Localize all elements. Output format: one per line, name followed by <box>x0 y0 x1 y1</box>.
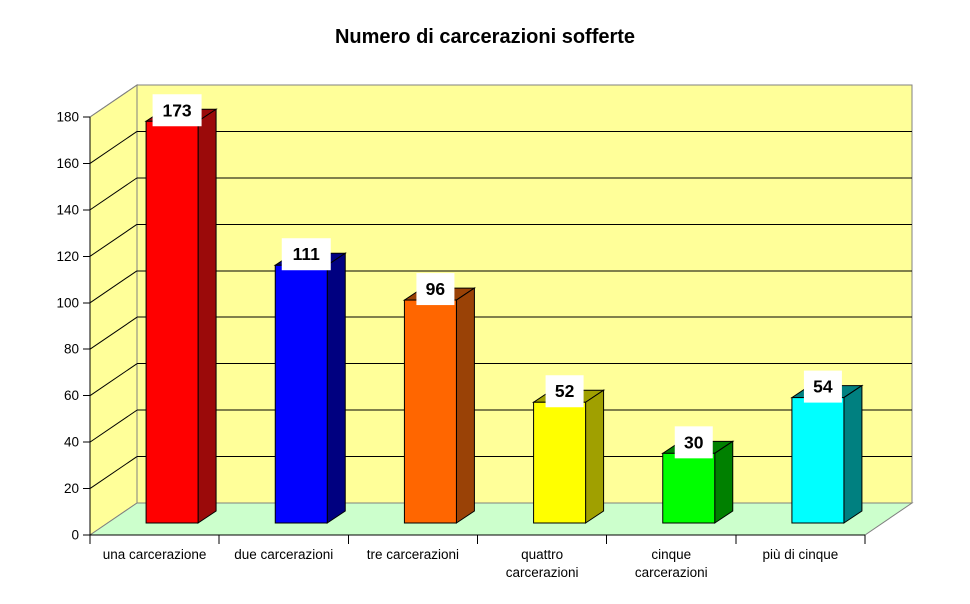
data-label-quattro-carcerazioni: 52 <box>545 375 584 408</box>
side-wall-diagonal <box>89 177 138 211</box>
data-label-text: 173 <box>162 100 191 120</box>
y-tick-label: 20 <box>64 481 79 496</box>
gridlines <box>89 84 912 489</box>
data-label-una-carcerazione: 173 <box>152 94 202 127</box>
x-category-label-line: due carcerazioni <box>234 547 333 562</box>
x-category-label-line: carcerazioni <box>635 565 708 580</box>
x-category-label-line: tre carcerazioni <box>367 547 459 562</box>
bar-una-carcerazione <box>144 108 218 524</box>
x-category-label-una-carcerazione: una carcerazione <box>103 547 207 562</box>
y-tick-label: 40 <box>64 435 79 450</box>
x-category-label-cinque-carcerazioni: cinque carcerazioni <box>635 547 708 580</box>
bar-front-face <box>662 452 716 524</box>
x-category-label-line: quattro <box>521 547 563 562</box>
side-wall-diagonal <box>89 363 138 397</box>
data-label-text: 96 <box>426 279 446 299</box>
side-wall-diagonal <box>89 131 138 164</box>
bar-front-face <box>145 120 199 524</box>
y-tick-label: 180 <box>56 110 79 125</box>
side-wall-diagonal <box>89 456 138 489</box>
bar-side-face <box>455 287 475 524</box>
bar-due-carcerazioni <box>273 252 347 524</box>
data-label-tre-carcerazioni: 96 <box>416 273 455 306</box>
y-axis: 0 20 40 60 80 100 120 140 160 180 <box>56 110 91 543</box>
data-label-due-carcerazioni: 111 <box>281 238 331 271</box>
bar-side-face <box>714 440 734 524</box>
bar-quattro-carcerazioni <box>531 389 606 524</box>
data-label-box <box>416 273 455 306</box>
y-tick-label: 0 <box>71 528 79 543</box>
x-category-label-pi-di-cinque: più di cinque <box>763 547 839 562</box>
bar-front-face <box>791 397 845 524</box>
y-tick-label: 100 <box>56 295 79 310</box>
data-label-box <box>674 426 713 459</box>
data-label-pi-di-cinque: 54 <box>803 370 842 403</box>
x-category-label-due-carcerazioni: due carcerazioni <box>234 547 333 562</box>
y-tick-label: 140 <box>56 202 79 217</box>
data-label-text: 111 <box>293 244 321 264</box>
data-label-cinque-carcerazioni: 30 <box>674 426 713 459</box>
back-wall <box>136 84 913 504</box>
y-tick-label: 60 <box>64 388 79 403</box>
bar-pi-di-cinque <box>790 384 864 524</box>
bar-cinque-carcerazioni <box>661 440 735 524</box>
y-tick-label: 120 <box>56 249 79 264</box>
side-wall-diagonal <box>89 270 138 304</box>
data-label-text: 52 <box>555 381 575 401</box>
x-category-label-line: cinque <box>651 547 691 562</box>
bar-side-face <box>326 252 346 524</box>
bar-side-face <box>843 384 863 524</box>
y-tick-label: 80 <box>64 342 79 357</box>
side-wall-diagonal <box>89 84 138 118</box>
data-label-box <box>281 238 331 271</box>
y-tick-label: 160 <box>56 156 79 171</box>
data-label-text: 30 <box>684 432 704 452</box>
bar-side-face <box>197 108 217 524</box>
x-category-label-line: una carcerazione <box>103 547 207 562</box>
bar-side-face <box>585 389 605 524</box>
x-category-label-tre-carcerazioni: tre carcerazioni <box>367 547 459 562</box>
data-label-box <box>152 94 202 127</box>
chart-title: Numero di carcerazioni sofferte <box>334 26 636 48</box>
x-axis <box>89 534 866 544</box>
bar-front-face <box>403 299 457 524</box>
x-category-label-line: più di cinque <box>763 547 839 562</box>
data-label-box <box>545 375 584 408</box>
x-category-label-quattro-carcerazioni: quattro carcerazioni <box>506 547 579 580</box>
bar-tre-carcerazioni <box>402 287 477 524</box>
data-label-box <box>803 370 842 403</box>
data-label-text: 54 <box>813 377 833 397</box>
side-wall <box>89 84 138 536</box>
bar-front-face <box>533 401 587 524</box>
side-wall-diagonal <box>89 223 138 257</box>
bar-front-face <box>274 264 328 524</box>
chart-3d-walls <box>88 84 914 536</box>
x-category-label-line: carcerazioni <box>506 565 579 580</box>
side-wall-diagonal <box>89 409 138 443</box>
side-wall-diagonal <box>89 316 138 350</box>
